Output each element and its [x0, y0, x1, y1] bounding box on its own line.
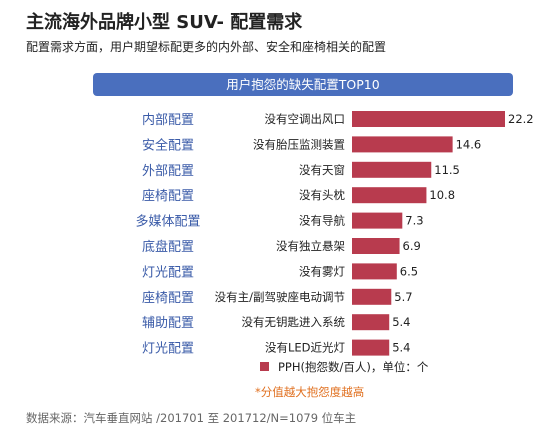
- group-label: 灯光配置: [142, 265, 194, 280]
- category-label: 没有天窗: [299, 163, 345, 177]
- group-label: 外部配置: [142, 164, 194, 179]
- group-label: 多媒体配置: [135, 214, 200, 230]
- bar: [352, 136, 453, 153]
- legend-label: PPH(抱怨数/百人)，单位：个: [278, 360, 429, 374]
- bars: [352, 111, 505, 356]
- bar: [352, 288, 392, 305]
- group-labels: 内部配置安全配置外部配置座椅配置多媒体配置底盘配置灯光配置座椅配置辅助配置灯光配…: [135, 112, 200, 357]
- bar: [352, 238, 400, 254]
- data-source: 数据来源：汽车垂直网站 /201701 至 201712/N=1079 位车主: [26, 411, 357, 425]
- category-label: 没有空调出风口: [265, 112, 346, 126]
- group-label: 底盘配置: [142, 239, 194, 255]
- legend-swatch: [260, 362, 269, 371]
- data-label: 5.7: [394, 290, 412, 304]
- category-label: 没有主/副驾驶座电动调节: [215, 290, 345, 304]
- group-label: 座椅配置: [142, 189, 194, 204]
- group-label: 安全配置: [142, 137, 194, 153]
- category-label: 没有无钥匙进入系统: [242, 315, 346, 329]
- category-label: 没有独立悬架: [276, 239, 345, 253]
- bar: [352, 339, 390, 356]
- data-label: 10.8: [429, 188, 455, 202]
- category-label: 没有LED近光灯: [265, 341, 346, 355]
- group-label: 辅助配置: [142, 316, 194, 331]
- legend-note: *分值越大抱怨度越高: [255, 385, 365, 399]
- category-labels: 没有空调出风口没有胎压监测装置没有天窗没有头枕没有导航没有独立悬架没有雾灯没有主…: [215, 112, 346, 355]
- data-label: 5.4: [392, 315, 410, 329]
- category-label: 没有导航: [299, 214, 345, 228]
- page-title: 主流海外品牌小型 SUV- 配置需求: [26, 12, 303, 33]
- category-label: 没有雾灯: [299, 264, 345, 278]
- bar: [352, 161, 432, 178]
- bar: [352, 314, 390, 331]
- bar: [352, 187, 427, 204]
- page-subtitle: 配置需求方面，用户期望标配更多的内外部、安全和座椅相关的配置: [26, 40, 387, 54]
- legend: PPH(抱怨数/百人)，单位：个: [260, 360, 429, 374]
- data-label: 22.2: [508, 112, 534, 126]
- group-label: 内部配置: [142, 112, 194, 128]
- data-label: 6.9: [403, 239, 421, 253]
- data-label: 6.5: [400, 264, 418, 278]
- data-label: 7.3: [405, 214, 423, 228]
- data-label: 11.5: [434, 163, 460, 177]
- bar: [352, 111, 505, 127]
- category-label: 没有胎压监测装置: [253, 137, 345, 151]
- value-labels: 22.2 14.6 11.5 10.8 7.3 6.9 6.5 5.7 5.4 5.4: [392, 112, 533, 355]
- chart-title-banner: 用户抱怨的缺失配置TOP10: [93, 73, 513, 96]
- category-label: 没有头枕: [299, 188, 345, 202]
- data-label: 14.6: [456, 137, 482, 151]
- bar: [352, 263, 397, 280]
- group-label: 座椅配置: [142, 291, 194, 306]
- group-label: 灯光配置: [142, 342, 194, 357]
- data-label: 5.4: [392, 341, 410, 355]
- bar: [352, 212, 403, 229]
